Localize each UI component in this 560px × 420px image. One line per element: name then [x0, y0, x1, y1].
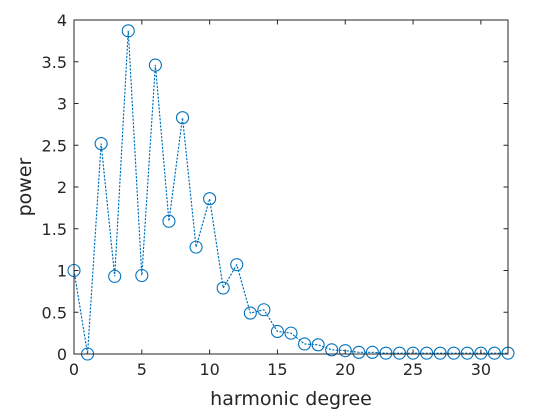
y-tick-label: 3	[57, 95, 67, 114]
y-tick-label: 4	[57, 11, 67, 30]
y-axis-label: power	[14, 157, 36, 216]
data-point	[162, 214, 176, 228]
data-point	[433, 346, 447, 360]
series-layer	[67, 24, 515, 361]
data-point	[175, 111, 190, 125]
data-point	[148, 58, 162, 72]
data-point	[447, 346, 461, 360]
data-point	[94, 137, 108, 151]
data-point	[379, 346, 393, 360]
plot-area	[74, 20, 508, 354]
x-tick-label: 5	[137, 360, 147, 379]
data-point	[460, 346, 474, 360]
data-point	[230, 258, 244, 272]
data-point	[108, 269, 122, 283]
x-axis-label: harmonic degree	[210, 388, 372, 410]
y-tick-label: 0	[57, 345, 67, 364]
data-point	[474, 346, 488, 360]
data-point	[243, 306, 257, 320]
data-point	[203, 192, 217, 206]
data-point	[121, 24, 135, 38]
data-point	[298, 337, 312, 351]
plot-background	[74, 20, 508, 354]
x-tick-label: 0	[69, 360, 79, 379]
data-point	[311, 338, 325, 352]
data-point	[365, 345, 379, 359]
x-tick-label: 15	[267, 360, 287, 379]
x-tick-label: 25	[403, 360, 423, 379]
y-tick-label: 2	[57, 178, 67, 197]
y-tick-label: 0.5	[42, 303, 67, 322]
x-tick-label: 20	[335, 360, 355, 379]
y-tick-label: 1.5	[42, 220, 67, 239]
axes-layer: 0 5 10 15 20 25 30 0 0.5 1 1.5 2 2.5 3 3.5 4	[42, 11, 509, 379]
data-point	[406, 346, 420, 360]
data-point	[189, 240, 203, 254]
data-point	[325, 343, 339, 357]
data-point	[257, 303, 271, 317]
data-point	[338, 344, 352, 358]
data-point	[420, 346, 434, 360]
data-point	[487, 346, 501, 360]
data-point	[216, 281, 230, 295]
data-point	[284, 326, 298, 340]
data-point	[135, 268, 149, 283]
data-point	[392, 346, 407, 360]
data-point	[270, 324, 284, 339]
data-point	[352, 345, 366, 359]
series-line	[73, 30, 509, 355]
y-tick-label: 3.5	[42, 53, 67, 72]
y-tick-label: 1	[57, 262, 67, 281]
x-tick-label: 30	[471, 360, 491, 379]
x-tick-label: 10	[199, 360, 219, 379]
y-tick-label: 2.5	[42, 136, 67, 155]
